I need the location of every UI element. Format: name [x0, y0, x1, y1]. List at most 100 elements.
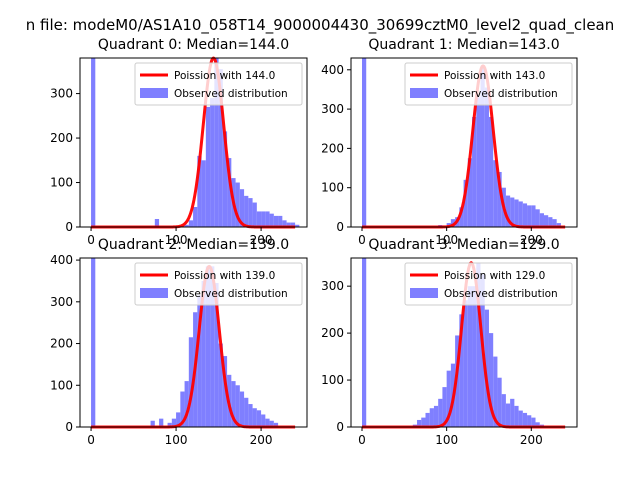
histogram-bar: [210, 98, 215, 227]
histogram-bar: [222, 131, 228, 227]
x-tick-label: 100: [435, 433, 458, 447]
y-tick-label: 200: [321, 141, 344, 155]
histogram-bar: [188, 220, 194, 227]
histogram-bar: [184, 224, 189, 227]
histogram-bar: [201, 280, 206, 427]
axes-frame: [350, 57, 578, 228]
legend-box: [134, 62, 303, 106]
histogram-bar: [539, 213, 544, 227]
histogram-bar: [188, 337, 194, 427]
histogram-bar: [273, 215, 279, 227]
y-tick-label: 100: [321, 181, 344, 195]
histogram-bar: [252, 202, 257, 227]
histogram-bar: [91, 58, 96, 227]
histogram-bar: [527, 415, 532, 427]
histogram-bar: [256, 211, 262, 227]
histogram-bar: [484, 87, 489, 227]
histogram-bar: [463, 179, 468, 227]
histogram-bar: [527, 205, 532, 227]
histogram-bar: [463, 300, 468, 427]
histogram-bar: [261, 414, 266, 427]
y-tick-label: 200: [50, 337, 73, 351]
histogram-bar: [269, 213, 274, 227]
axes-frame: [79, 57, 308, 228]
quadrant-3-panel: 0 100 200 0 100 200 300 Quadrant 3: Median=129.…: [321, 237, 578, 447]
x-tick-label: 0: [358, 433, 366, 447]
histogram-bar: [231, 381, 236, 427]
histogram-bar: [252, 408, 257, 427]
y-tick-label: 0: [65, 420, 73, 434]
histogram-bar: [518, 410, 523, 427]
histogram-bar: [218, 343, 223, 427]
histogram-bar: [265, 418, 270, 427]
axes-frame: [350, 257, 578, 428]
histogram-bar: [438, 398, 443, 427]
legend: Poission with 139.0 Observed distribution: [134, 262, 303, 306]
histogram-bar: [476, 97, 481, 227]
histogram-bar: [256, 410, 262, 427]
histogram-bar: [425, 412, 430, 427]
histogram-bar: [433, 405, 439, 428]
quadrant-title: Quadrant 2: Median=139.0: [98, 237, 289, 253]
histogram-bar: [446, 370, 451, 427]
histogram-bar: [159, 418, 164, 427]
histogram-bar: [531, 205, 536, 227]
quadrant-title: Quadrant 3: Median=129.0: [368, 237, 559, 253]
histogram-bar: [417, 419, 422, 427]
x-tick-label: 200: [520, 233, 543, 247]
histogram-bar: [535, 422, 540, 427]
histogram-bar: [269, 420, 274, 427]
histogram-bar: [239, 391, 245, 427]
histogram-bar: [493, 160, 498, 227]
histogram-bar: [480, 65, 485, 227]
histogram-bar: [205, 106, 211, 227]
legend-hist-label: Observed distribution: [444, 88, 558, 100]
histogram-bar: [514, 405, 519, 428]
histogram-bar: [459, 207, 464, 227]
histogram-bar: [193, 206, 198, 227]
histogram-bar: [171, 418, 177, 427]
histogram-bar: [467, 286, 473, 427]
y-tick-label: 0: [336, 220, 344, 234]
histogram-bar: [467, 158, 473, 227]
legend-fit-label: Poission with 129.0: [444, 270, 545, 282]
histogram-bar: [248, 404, 253, 427]
x-tick-label: 0: [87, 433, 95, 447]
quadrant-title: Quadrant 1: Median=143.0: [368, 37, 559, 53]
histogram-bar: [227, 158, 232, 227]
y-tick-label: 400: [50, 253, 73, 267]
x-tick-label: 200: [250, 433, 273, 447]
histogram-bar: [510, 197, 515, 227]
histogram-bar: [91, 258, 96, 427]
histogram-bar: [472, 286, 477, 427]
histogram-bar: [205, 266, 211, 427]
y-tick-label: 0: [336, 420, 344, 434]
histogram-bar: [484, 309, 489, 427]
histogram-bar: [197, 155, 202, 227]
legend-fit-label: Poission with 139.0: [174, 270, 275, 282]
y-tick-label: 0: [65, 220, 73, 234]
legend-hist-label: Observed distribution: [444, 288, 558, 300]
histogram-bar: [501, 394, 506, 427]
legend-hist-swatch: [410, 88, 438, 98]
histogram-bar: [244, 397, 249, 427]
histogram-bar: [273, 422, 279, 427]
histogram-bar: [201, 160, 206, 227]
histogram-bar: [493, 356, 498, 427]
histogram-bar: [222, 356, 228, 427]
histogram-bar: [278, 215, 283, 227]
histogram-bar: [522, 203, 528, 227]
histogram-bar: [235, 385, 240, 427]
histogram-bar: [442, 387, 447, 427]
legend-fit-label: Poission with 143.0: [444, 70, 545, 82]
histogram-bar: [214, 58, 219, 227]
histogram-bar: [197, 295, 202, 427]
x-tick-label: 200: [520, 433, 543, 447]
histogram-bar: [552, 219, 557, 227]
histogram-bar: [265, 211, 270, 227]
y-tick-label: 100: [321, 373, 344, 387]
legend-hist-label: Observed distribution: [174, 88, 288, 100]
quadrant-1-panel: 0 100 200 0 100 200 300 400 Quadrant 1: Median=1…: [321, 37, 578, 247]
x-tick-label: 200: [250, 233, 273, 247]
